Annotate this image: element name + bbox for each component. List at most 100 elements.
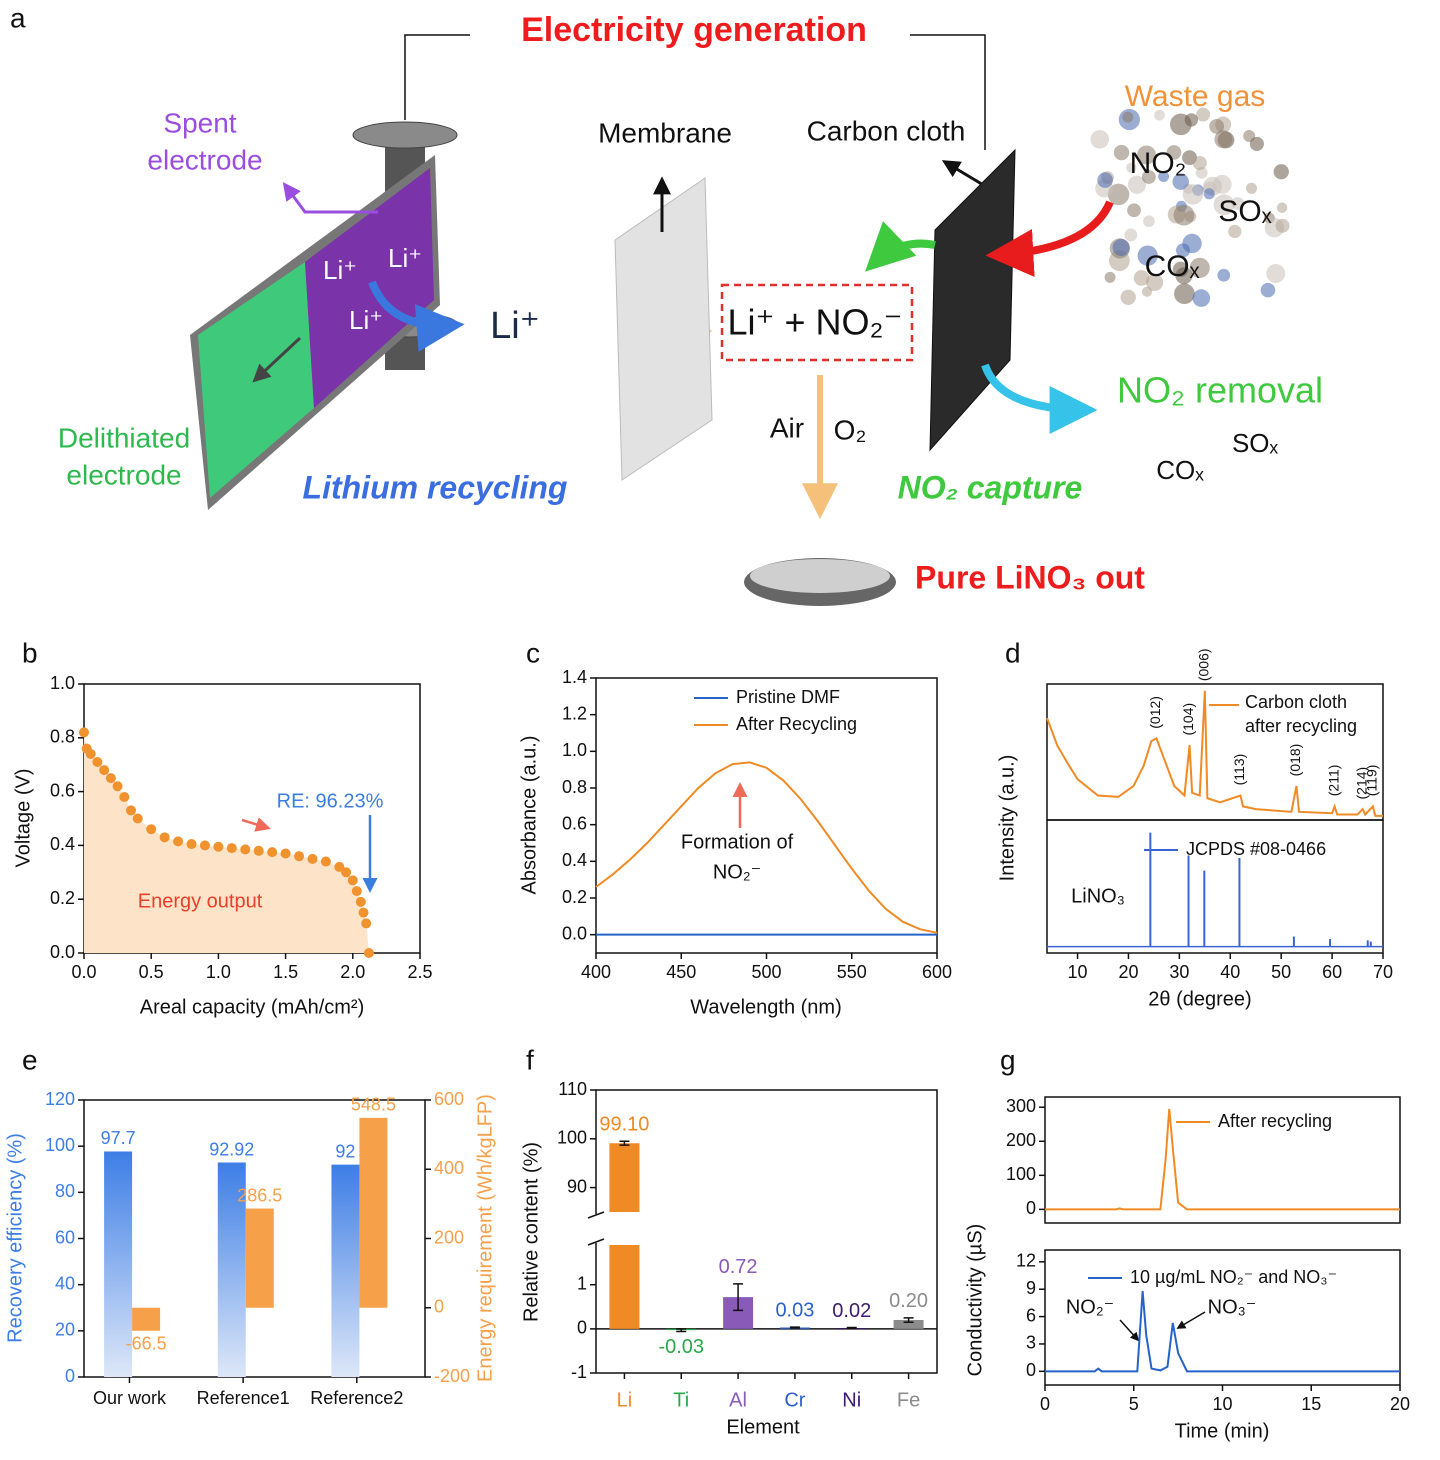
panel-label: g	[1000, 1044, 1016, 1075]
molecule	[1122, 111, 1134, 123]
y-axis-label: Voltage (V)	[12, 769, 34, 868]
x-axis-label: Wavelength (nm)	[690, 996, 842, 1018]
label: Li⁺	[388, 243, 422, 273]
point	[334, 861, 345, 872]
molecule	[1212, 174, 1232, 194]
x-tick-label: Ti	[673, 1389, 689, 1411]
arrow	[1176, 1311, 1206, 1329]
error-bar	[733, 1283, 744, 1312]
y-tick-label: 20	[55, 1320, 75, 1340]
error-bar	[676, 1328, 687, 1333]
y-tick-label: 110	[558, 1079, 587, 1099]
y2-tick-label: 0	[434, 1297, 444, 1317]
error-bar	[903, 1317, 914, 1323]
panel-label: d	[1005, 637, 1021, 668]
legend-label: After recycling	[1218, 1111, 1332, 1131]
legend-label: JCPDS #08-0466	[1186, 839, 1326, 859]
spent-part	[305, 168, 434, 408]
y-tick-label: 6	[1026, 1305, 1036, 1325]
x-axis-label: Element	[726, 1416, 800, 1438]
molecule	[1245, 182, 1258, 194]
y-tick-label: 9	[1026, 1278, 1036, 1298]
point	[361, 918, 372, 929]
x-tick-label: 10	[1068, 962, 1088, 982]
peak-label: (119)	[1364, 765, 1380, 797]
molecule	[1196, 107, 1211, 122]
point	[132, 813, 143, 824]
title: Electricity generation	[521, 11, 867, 49]
bar	[132, 1307, 161, 1331]
molecule	[1133, 270, 1150, 286]
label: Waste gas	[1125, 80, 1266, 113]
molecule	[1112, 239, 1130, 257]
molecule	[1266, 263, 1286, 283]
x-tick-label: 20	[1118, 962, 1138, 982]
molecule	[1143, 215, 1155, 228]
molecule	[1214, 130, 1233, 149]
label: Li⁺ + NO₂⁻	[727, 302, 902, 343]
y-tick-label: 0	[577, 1318, 587, 1338]
value-label: 97.7	[101, 1128, 136, 1148]
x-tick-label: 500	[751, 962, 781, 982]
value-label: 548.5	[351, 1095, 396, 1115]
y-tick-label: 1.0	[50, 673, 75, 693]
line	[1045, 1108, 1400, 1211]
molecule	[1213, 194, 1235, 216]
molecule	[1260, 282, 1276, 298]
y-tick-label: 0.8	[50, 727, 75, 747]
x-tick-label: 450	[666, 962, 696, 982]
molecule	[1090, 130, 1110, 149]
point	[105, 773, 116, 784]
y-tick-label: 0.4	[50, 834, 75, 854]
x-tick-label: 0	[1040, 1394, 1050, 1414]
molecule	[1137, 145, 1156, 165]
label: electrode	[147, 144, 262, 175]
label: Li⁺	[323, 255, 357, 285]
point	[280, 848, 291, 859]
panel-label: b	[22, 637, 38, 668]
point	[159, 832, 170, 843]
molecule	[1249, 136, 1264, 151]
point	[240, 844, 251, 855]
y-tick-label: 100	[1006, 1164, 1036, 1184]
annotation: Energy output	[138, 890, 263, 912]
panel-label: c	[526, 637, 540, 668]
label: Li⁺	[349, 305, 383, 335]
molecule	[1158, 171, 1170, 182]
bar	[893, 1320, 924, 1329]
y2-tick-label: 200	[434, 1227, 464, 1247]
x-tick-label: 2.5	[407, 962, 432, 982]
y-tick-label: 0	[1026, 1360, 1036, 1380]
x-tick-label: 600	[922, 962, 952, 982]
point	[85, 748, 96, 759]
x-tick-label: 400	[581, 962, 611, 982]
molecule	[1170, 113, 1192, 136]
molecule	[1276, 202, 1288, 213]
line	[595, 761, 938, 934]
value-label: 0.20	[889, 1290, 928, 1312]
y2-tick-label: -200	[434, 1366, 470, 1386]
label: Air	[770, 412, 804, 443]
label: O₂	[834, 414, 867, 445]
annotation: NO₃⁻	[1208, 1296, 1257, 1318]
legend-label: Carbon cloth after recycling	[1245, 692, 1358, 736]
point	[92, 757, 103, 768]
molecule	[1175, 267, 1193, 285]
wire	[404, 34, 986, 150]
point	[79, 727, 89, 738]
x-tick-label: Fe	[897, 1389, 920, 1411]
y-tick-label: -1	[571, 1362, 587, 1382]
annotation: NO₂⁻	[713, 861, 761, 883]
y-tick-label: 100	[557, 1128, 587, 1148]
peak-label: (113)	[1231, 754, 1247, 786]
point	[363, 948, 374, 958]
molecule	[1166, 145, 1182, 160]
label: SOₓ	[1218, 195, 1271, 228]
y-axis-label: Relative content (%)	[520, 1142, 542, 1322]
molecule	[1154, 109, 1165, 121]
label: Spent	[163, 107, 236, 138]
molecule	[1172, 173, 1189, 190]
molecule	[1231, 197, 1245, 210]
point	[358, 907, 369, 918]
